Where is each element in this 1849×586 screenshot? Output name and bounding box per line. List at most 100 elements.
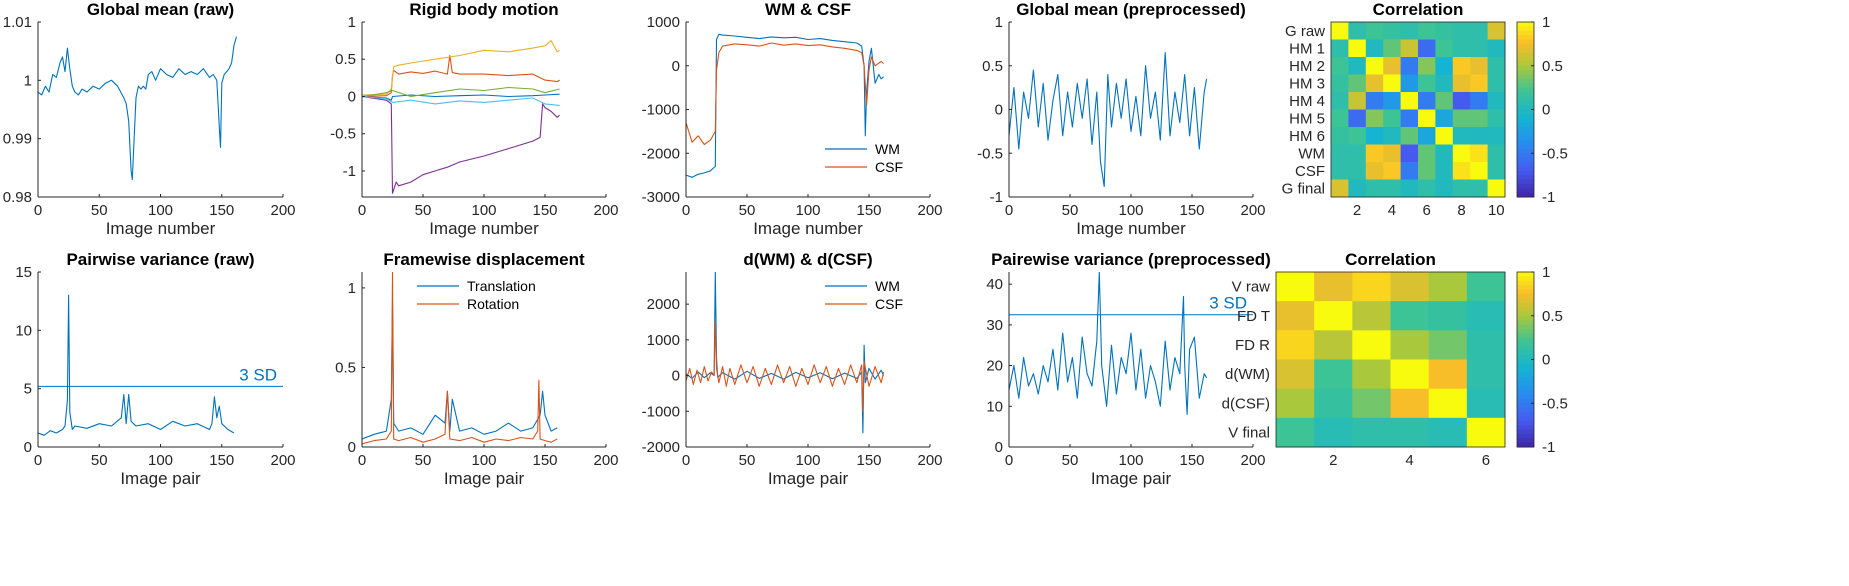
legend: WM CSF <box>825 278 903 312</box>
x-tick-label: 0 <box>358 452 366 469</box>
x-axis-label: Image pair <box>120 469 201 488</box>
heatmap-cell <box>1418 127 1436 145</box>
colorbar-segment <box>1517 35 1534 40</box>
colorbar-segment <box>1517 403 1534 409</box>
x-tick-label: 0 <box>358 202 366 219</box>
heatmap-cell <box>1400 57 1419 75</box>
colorbar-segment <box>1517 333 1534 339</box>
heatmap-cell <box>1314 330 1353 360</box>
heatmap-cell <box>1383 74 1402 93</box>
row-label: HM 2 <box>1289 58 1325 75</box>
colorbar-segment <box>1517 407 1534 413</box>
colorbar-segment <box>1517 57 1534 62</box>
y-tick-label: 30 <box>986 317 1003 334</box>
x-axis-label: Image pair <box>768 469 849 488</box>
heatmap-cell <box>1352 272 1391 302</box>
x-tick-label: 150 <box>1179 452 1204 469</box>
colorbar-segment <box>1517 346 1534 352</box>
colorbar-segment <box>1517 350 1534 356</box>
heatmap-cell <box>1428 330 1468 360</box>
colorbar-segment <box>1517 131 1534 137</box>
chart-title: Global mean (raw) <box>87 0 234 19</box>
heatmap-cell <box>1435 144 1454 163</box>
heatmap-cell <box>1348 39 1367 58</box>
heatmap-cell <box>1428 301 1468 331</box>
colorbar-segment <box>1517 355 1534 360</box>
colorbar-segment <box>1517 412 1534 417</box>
y-tick-label: 0 <box>672 368 680 385</box>
x-tick-label: 50 <box>415 202 432 219</box>
y-tick-label: 10 <box>15 322 32 339</box>
colorbar-segment <box>1517 429 1534 435</box>
x-tick-label: 4 <box>1388 202 1396 219</box>
heatmap-cell <box>1487 144 1506 163</box>
heatmap-cell <box>1331 144 1349 163</box>
heatmap-cell <box>1418 144 1436 163</box>
heatmap-cell <box>1383 109 1402 128</box>
colorbar-segment <box>1517 320 1534 325</box>
heatmap-cell <box>1276 272 1315 302</box>
colorbar-segment <box>1517 162 1534 167</box>
chart-4-global-mean-preprocessed: Global mean (preprocessed) 0 50 100 150 200 -1… <box>977 0 1265 238</box>
colorbar-segment <box>1517 311 1534 317</box>
x-axis-label: Image number <box>753 219 863 238</box>
series-line-3 <box>362 40 560 96</box>
chart-3-wm-csf: WM & CSF 0 50 100 150 200 -3000 -2000 -1000 0 1000… <box>642 0 943 238</box>
x-axis-label: Image number <box>106 219 216 238</box>
colorbar-segment <box>1517 166 1534 172</box>
heatmap-cell <box>1348 162 1367 180</box>
series-group <box>362 272 558 445</box>
heatmap-cell <box>1487 109 1506 128</box>
heatmap-cell <box>1470 74 1489 93</box>
colorbar-segment <box>1517 65 1534 71</box>
y-tick-label: 0.5 <box>982 58 1003 75</box>
series-line-csf <box>686 42 884 146</box>
heatmap-cell <box>1383 92 1402 110</box>
heatmap-cell <box>1400 109 1419 128</box>
colorbar-tick-label: 0.5 <box>1542 58 1563 75</box>
heatmap-cell <box>1428 417 1468 448</box>
heatmap-cell <box>1348 179 1367 198</box>
heatmap-cell <box>1400 162 1419 180</box>
colorbar-segment <box>1517 342 1534 347</box>
x-tick-label: 6 <box>1423 202 1431 219</box>
x-tick-label: 150 <box>1179 202 1204 219</box>
row-label: V final <box>1228 424 1270 441</box>
heatmap-cell <box>1400 179 1419 198</box>
series-group <box>686 33 884 178</box>
series-line-1 <box>1009 52 1208 188</box>
heatmap-cell <box>1487 92 1506 110</box>
series-group <box>38 294 235 436</box>
x-tick-label: 150 <box>856 202 881 219</box>
heatmap-cell <box>1383 39 1402 58</box>
heatmap-border <box>1330 21 1506 198</box>
chart-title: Correlation <box>1345 250 1436 269</box>
heatmap-cell <box>1390 388 1430 419</box>
x-tick-label: 50 <box>415 452 432 469</box>
y-tick-label: 0.99 <box>3 131 32 148</box>
heatmap-cell <box>1276 330 1315 360</box>
x-tick-label: 50 <box>1062 452 1079 469</box>
series-line-1 <box>1009 272 1208 415</box>
x-tick-label: 4 <box>1405 452 1413 469</box>
chart-7-framewise-displacement: Framewise displacement 0 50 100 150 200 0 0.5 1 I… <box>335 250 618 488</box>
heatmap-cell <box>1390 417 1430 448</box>
heatmap-cell <box>1487 179 1506 198</box>
y-tick-label: -3000 <box>642 189 680 206</box>
heatmap-cell <box>1348 144 1367 163</box>
legend: Translation Rotation <box>417 278 536 312</box>
heatmap-cell <box>1348 57 1367 75</box>
chart-title: Pairwise variance (raw) <box>66 250 254 269</box>
heatmap-cell <box>1383 57 1402 75</box>
colorbar-segment <box>1517 298 1534 304</box>
heatmap-cell <box>1365 22 1384 40</box>
heatmap-cell <box>1470 109 1489 128</box>
heatmap-cell <box>1365 162 1384 180</box>
colorbar-segment <box>1517 170 1534 176</box>
chart-2-rigid-body-motion: Rigid body motion 0 50 100 150 200 -1 -0.5 0 0.5 1… <box>330 0 618 238</box>
heatmap-cell <box>1400 127 1419 145</box>
heatmap-cell <box>1435 39 1454 58</box>
heatmap-cell <box>1348 109 1367 128</box>
x-tick-label: 0 <box>1005 452 1013 469</box>
